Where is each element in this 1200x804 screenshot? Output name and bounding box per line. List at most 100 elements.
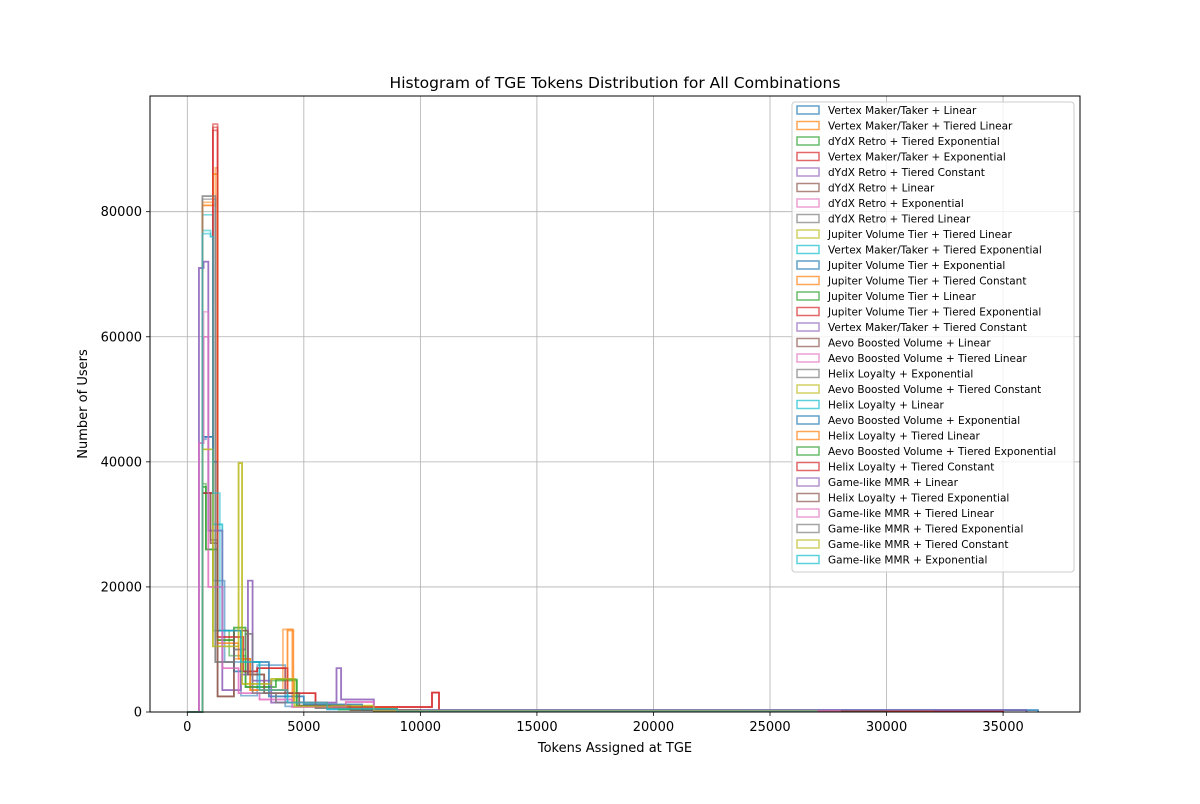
legend-item: Jupiter Volume Tier + Tiered Constant	[796, 275, 1026, 288]
legend-label: dYdX Retro + Tiered Constant	[828, 167, 985, 179]
legend-swatch	[796, 182, 820, 193]
x-tick-label: 35000	[982, 720, 1023, 735]
legend-swatch	[796, 508, 820, 518]
legend-label: Jupiter Volume Tier + Tiered Constant	[827, 276, 1026, 288]
legend-swatch	[796, 368, 820, 379]
legend-swatch	[796, 554, 820, 565]
y-tick-label: 0	[134, 706, 142, 721]
y-axis-label: Number of Users	[76, 349, 91, 459]
legend-swatch	[796, 353, 820, 363]
legend-item: Vertex Maker/Taker + Tiered Linear	[796, 120, 1013, 133]
x-tick-label: 15000	[516, 720, 557, 735]
legend-item: Game-like MMR + Tiered Linear	[796, 508, 995, 520]
legend-label: Helix Loyalty + Linear	[828, 400, 945, 412]
legend-item: Game-like MMR + Linear	[796, 477, 959, 489]
y-tick-label: 40000	[101, 455, 142, 470]
series-layer	[187, 123, 1039, 713]
legend-swatch	[796, 430, 820, 441]
legend-item: dYdX Retro + Exponential	[796, 198, 964, 210]
legend-label: Game-like MMR + Tiered Constant	[828, 539, 1009, 551]
legend-label: Game-like MMR + Exponential	[828, 555, 987, 567]
legend-label: Jupiter Volume Tier + Tiered Exponential	[827, 307, 1041, 319]
legend-swatch	[796, 384, 820, 394]
legend-item: Vertex Maker/Taker + Linear	[796, 105, 977, 117]
y-axis-ticks: 0 20000 40000 60000 80000	[101, 205, 150, 721]
legend-label: Jupiter Volume Tier + Linear	[827, 291, 977, 303]
y-tick-label: 20000	[101, 580, 142, 595]
legend-label: Helix Loyalty + Exponential	[828, 369, 973, 381]
legend-swatch	[796, 275, 820, 286]
legend-item: dYdX Retro + Tiered Linear	[796, 213, 971, 226]
legend-box	[791, 101, 1075, 573]
legend-label: dYdX Retro + Tiered Exponential	[828, 136, 1000, 148]
legend-swatch	[796, 229, 820, 239]
legend-swatch	[796, 105, 820, 115]
legend-swatch	[796, 337, 820, 348]
x-tick-label: 25000	[749, 720, 790, 735]
legend-item: Aevo Boosted Volume + Linear	[796, 337, 991, 350]
plot-frame	[149, 95, 1081, 713]
legend-label: Vertex Maker/Taker + Tiered Exponential	[828, 245, 1042, 257]
legend-label: Vertex Maker/Taker + Tiered Constant	[828, 322, 1027, 334]
legend-swatch	[796, 260, 820, 270]
legend-item: dYdX Retro + Tiered Exponential	[796, 136, 1000, 148]
legend-item: Game-like MMR + Exponential	[796, 554, 987, 567]
x-axis-label: Tokens Assigned at TGE	[537, 741, 692, 756]
legend-label: dYdX Retro + Tiered Linear	[828, 214, 971, 226]
legend-item: Helix Loyalty + Tiered Constant	[796, 461, 994, 474]
legend-item: Aevo Boosted Volume + Tiered Exponential	[796, 446, 1056, 458]
legend-swatch	[796, 523, 820, 534]
legend-swatch	[796, 492, 820, 503]
legend-item: Vertex Maker/Taker + Exponential	[796, 151, 1006, 164]
chart-title: Histogram of TGE Tokens Distribution for…	[390, 74, 841, 92]
legend-swatch	[796, 461, 820, 472]
legend-item: Aevo Boosted Volume + Tiered Linear	[796, 353, 1027, 365]
legend-item: Helix Loyalty + Exponential	[796, 368, 973, 381]
legend-label: Helix Loyalty + Tiered Exponential	[828, 493, 1009, 505]
series-step-outline	[196, 260, 1028, 713]
legend-label: Game-like MMR + Tiered Exponential	[828, 524, 1023, 536]
legend-label: Jupiter Volume Tier + Tiered Linear	[827, 229, 1013, 241]
legend-swatch	[796, 151, 820, 162]
legend-swatch	[796, 477, 820, 487]
legend-label: dYdX Retro + Exponential	[828, 198, 964, 210]
legend-item: Vertex Maker/Taker + Tiered Constant	[796, 322, 1027, 334]
legend-swatch	[796, 399, 820, 410]
legend-item: Jupiter Volume Tier + Exponential	[796, 260, 1005, 272]
legend-item: Jupiter Volume Tier + Tiered Exponential	[796, 306, 1041, 319]
legend-swatch	[796, 213, 820, 224]
x-tick-label: 0	[183, 720, 191, 735]
x-axis-ticks: 0 5000 10000 15000 20000 25000 30000 35000	[183, 712, 1024, 735]
legend-item: dYdX Retro + Linear	[796, 182, 935, 195]
legend-swatch	[796, 167, 820, 177]
legend-label: Vertex Maker/Taker + Linear	[828, 105, 977, 117]
legend-label: Jupiter Volume Tier + Exponential	[827, 260, 1005, 272]
legend-label: Aevo Boosted Volume + Tiered Exponential	[828, 446, 1056, 458]
legend-item: Aevo Boosted Volume + Exponential	[796, 415, 1020, 427]
legend-item: Aevo Boosted Volume + Tiered Constant	[796, 384, 1041, 396]
legend-swatch	[796, 539, 820, 549]
legend-label: Vertex Maker/Taker + Exponential	[828, 152, 1006, 164]
legend-swatch	[796, 120, 820, 131]
legend-item: Game-like MMR + Tiered Constant	[796, 539, 1009, 551]
legend-label: Game-like MMR + Linear	[828, 477, 959, 489]
series-step-outline	[187, 232, 818, 713]
legend-item: dYdX Retro + Tiered Constant	[796, 167, 985, 179]
legend-item: Game-like MMR + Tiered Exponential	[796, 523, 1023, 536]
legend-swatch	[796, 244, 820, 255]
x-tick-label: 20000	[633, 720, 674, 735]
x-tick-label: 5000	[287, 720, 320, 735]
legend-label: Helix Loyalty + Tiered Constant	[828, 462, 994, 474]
series-step-outline	[187, 310, 841, 713]
legend-label: Aevo Boosted Volume + Tiered Constant	[828, 384, 1041, 396]
legend-label: Aevo Boosted Volume + Linear	[828, 338, 991, 350]
legend-swatch	[796, 198, 820, 208]
legend-swatch	[796, 446, 820, 456]
x-tick-label: 10000	[400, 720, 441, 735]
legend-swatch	[796, 306, 820, 317]
legend-swatch	[796, 322, 820, 332]
legend: Vertex Maker/Taker + Linear Vertex Maker/…	[791, 101, 1075, 573]
legend-item: Helix Loyalty + Tiered Linear	[796, 430, 981, 443]
